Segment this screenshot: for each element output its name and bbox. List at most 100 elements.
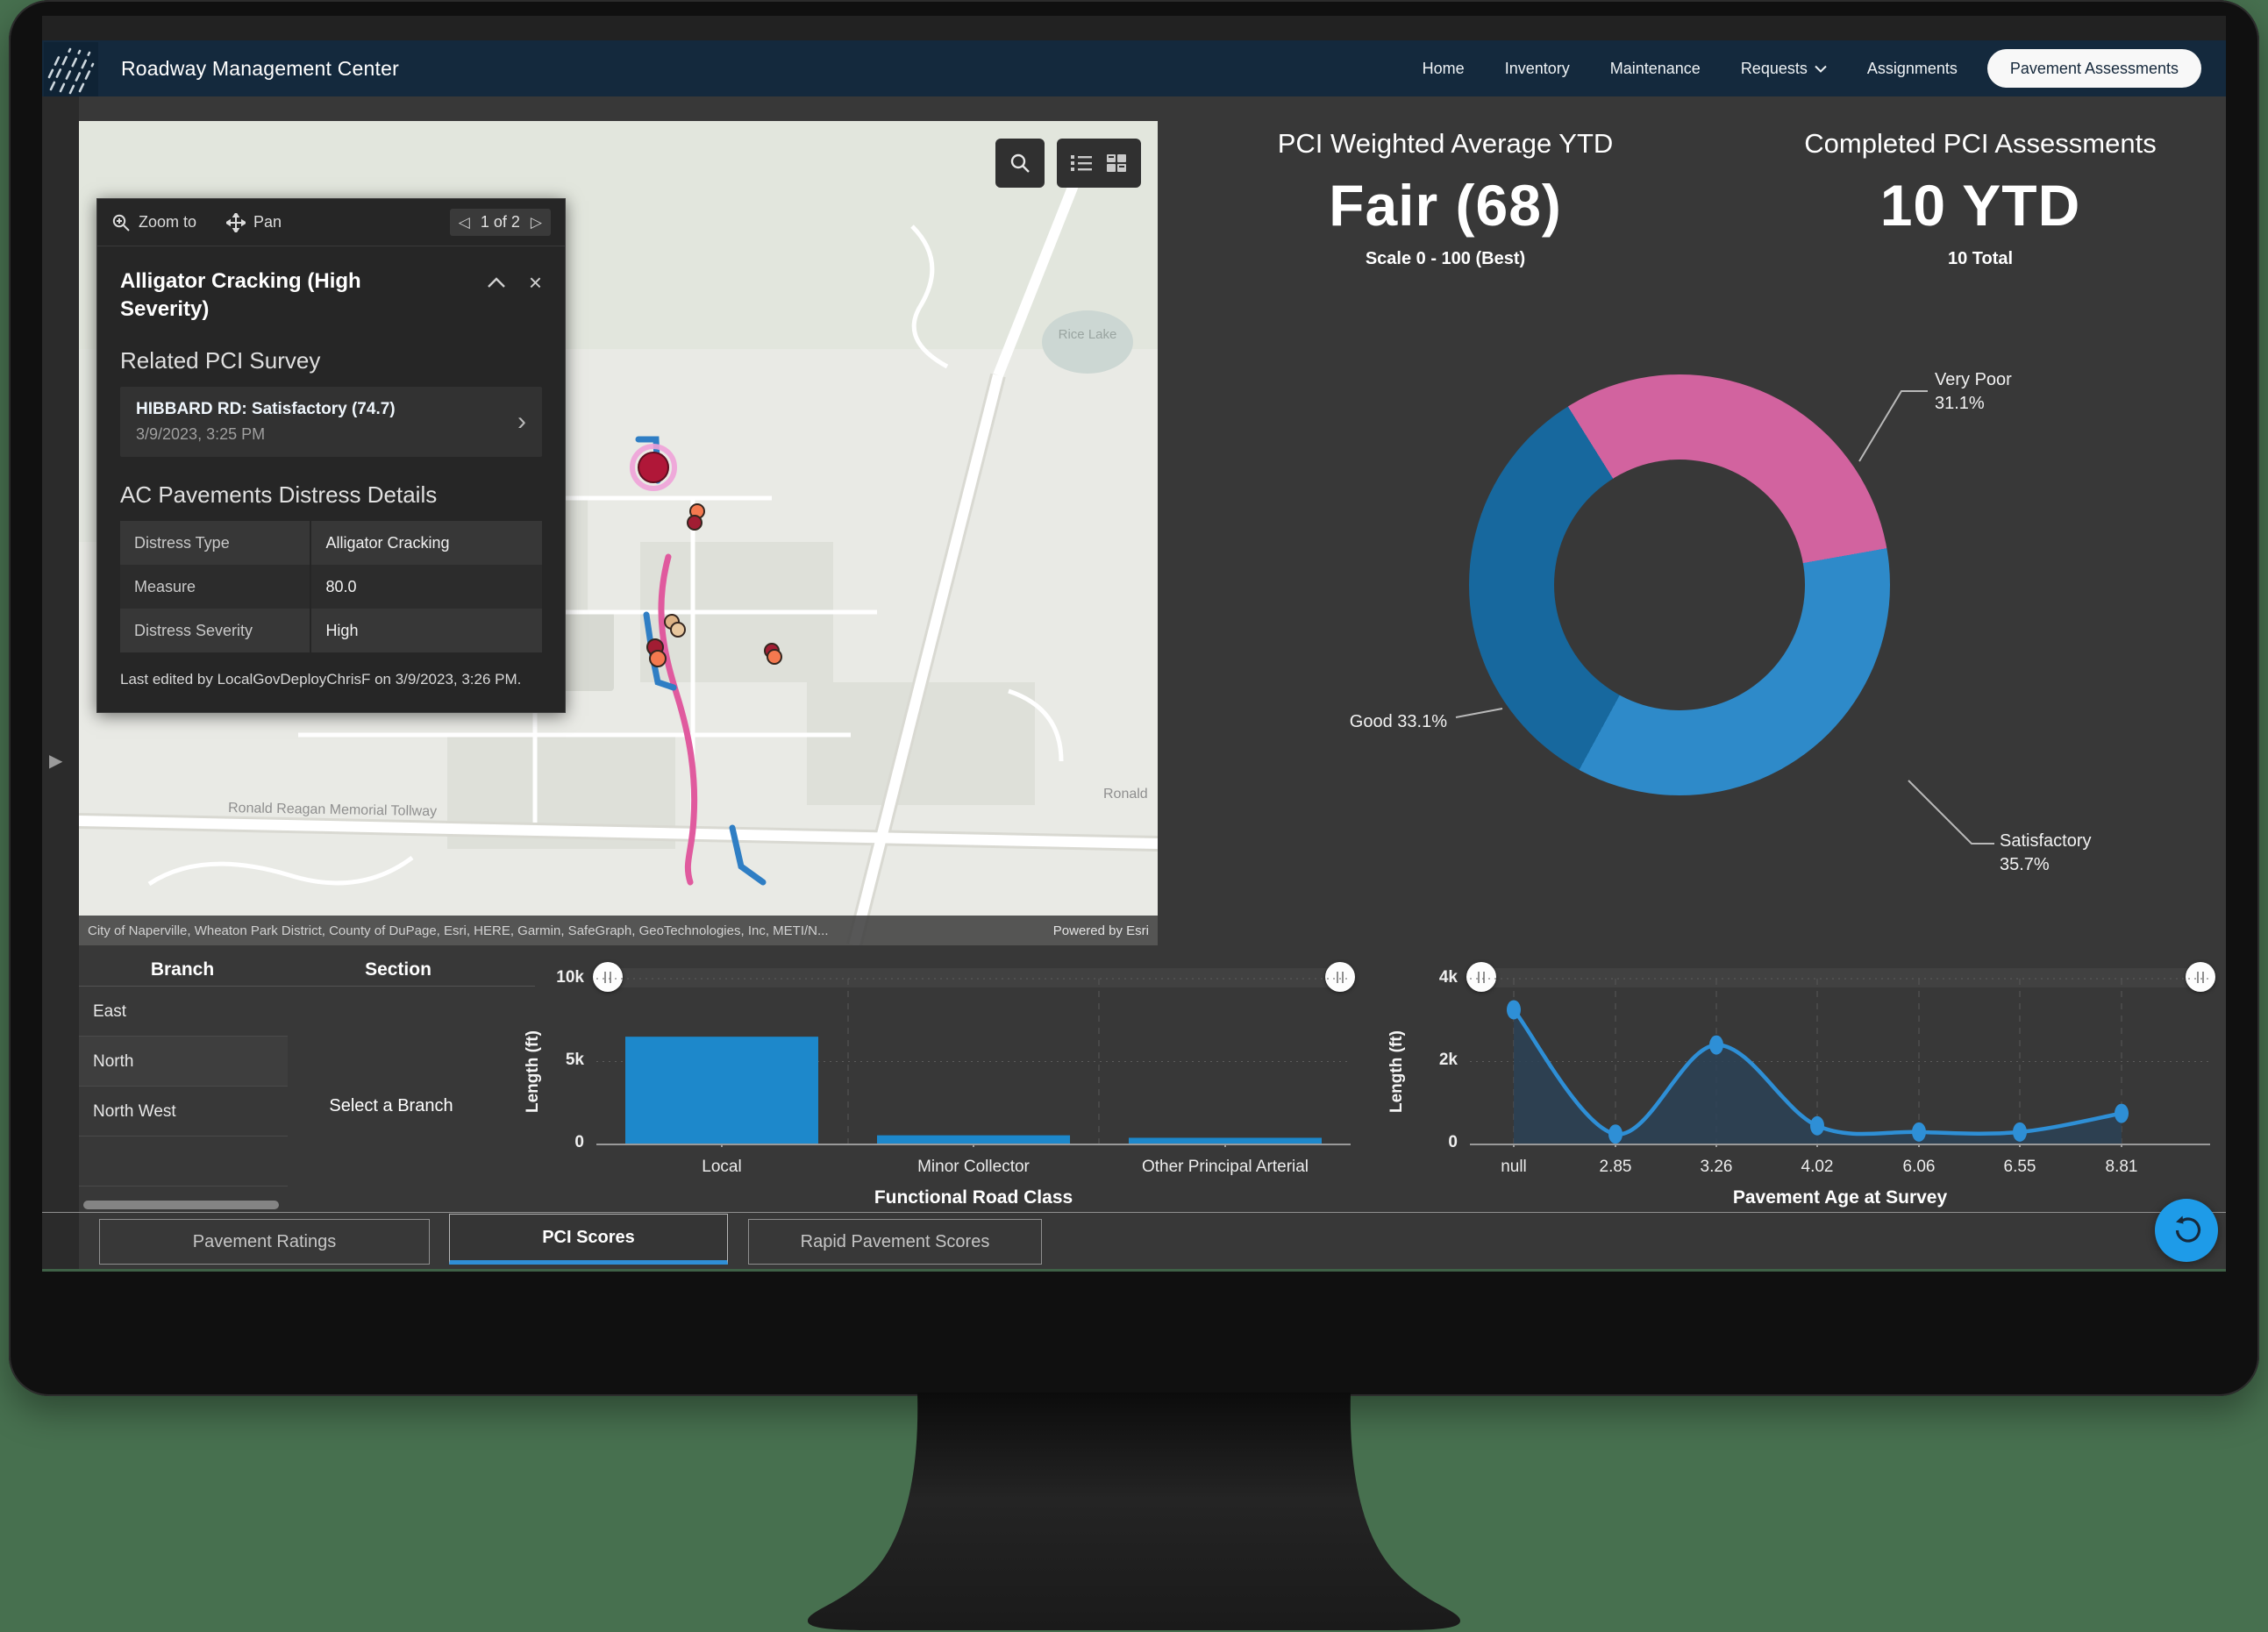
bar-cat-local: Local [702, 1158, 742, 1176]
tab-rapid-pavement-scores[interactable]: Rapid Pavement Scores [748, 1219, 1042, 1265]
distress-point-markers [630, 444, 782, 667]
distress-details-table: Distress Type Alligator Cracking Measure… [120, 521, 542, 653]
list-item-north-west[interactable]: North West [79, 1087, 288, 1137]
map-search-button[interactable] [995, 139, 1045, 188]
table-row: Distress Type Alligator Cracking [120, 521, 542, 566]
top-navigation: Roadway Management Center Home Inventory… [42, 40, 2226, 96]
pager-previous-icon[interactable]: ◁ [458, 213, 470, 231]
line-ytick-2k: 2k [1438, 1051, 1458, 1069]
nav-item-pavement-assessments[interactable]: Pavement Assessments [1986, 49, 2201, 88]
popup-pager: ◁ 1 of 2 ▷ [449, 209, 551, 236]
section-placeholder: Select a Branch [329, 1096, 453, 1115]
zoom-to-button[interactable]: Zoom to [111, 213, 196, 232]
related-survey-date: 3/9/2023, 3:25 PM [136, 425, 266, 444]
expand-panel-icon[interactable]: ▶ [49, 752, 63, 771]
nav-item-inventory[interactable]: Inventory [1504, 59, 1570, 77]
feature-popup: Zoom to Pan ◁ 1 of 2 ▷ [96, 198, 566, 713]
line-cat-606: 6.06 [1902, 1158, 1936, 1176]
screen: Roadway Management Center Home Inventory… [42, 16, 2226, 1272]
nav-item-home[interactable]: Home [1422, 59, 1465, 77]
list-item-east[interactable]: East [79, 987, 288, 1037]
chevron-down-icon [1815, 65, 1827, 73]
bar-slider-handle-left[interactable] [593, 962, 623, 992]
bar-ytick-10k: 10k [556, 968, 584, 987]
related-survey-card[interactable]: HIBBARD RD: Satisfactory (74.7) 3/9/2023… [120, 387, 542, 458]
search-icon [1010, 153, 1030, 173]
footer-divider [42, 1212, 2226, 1213]
last-edited-note: Last edited by LocalGovDeployChrisF on 3… [120, 671, 522, 688]
legend-list-icon [1070, 155, 1092, 171]
left-panel-rail: ▶ [42, 96, 79, 1272]
line-slider-handle-left[interactable] [1466, 962, 1496, 992]
monitor-frame: Roadway Management Center Home Inventory… [9, 0, 2259, 1396]
app-title: Roadway Management Center [121, 56, 399, 80]
bar-axis-title: Functional Road Class [874, 1187, 1073, 1208]
map-widget-group [1057, 139, 1141, 188]
page-bottom-edge [42, 1269, 2226, 1272]
bar-ytick-5k: 5k [565, 1051, 584, 1069]
line-ytick-0: 0 [1448, 1133, 1458, 1151]
browser-top-strip [42, 16, 2226, 40]
pan-button[interactable]: Pan [226, 212, 282, 232]
donut-hole [1554, 460, 1805, 710]
related-survey-link[interactable]: HIBBARD RD: Satisfactory (74.7) [136, 400, 396, 419]
bar-range-slider [596, 968, 1351, 987]
app-logo-icon [44, 41, 98, 96]
completed-assessments-stat: Completed PCI Assessments 10 YTD 10 Tota… [1735, 128, 2226, 269]
refresh-button[interactable] [2155, 1199, 2218, 1262]
table-row: Measure 80.0 [120, 565, 542, 609]
pager-next-icon[interactable]: ▷ [530, 213, 542, 231]
line-ytick-4k: 4k [1438, 968, 1458, 987]
bar-cat-minor-collector: Minor Collector [917, 1158, 1030, 1176]
legend-button[interactable] [1070, 153, 1093, 174]
nav-item-assignments[interactable]: Assignments [1866, 59, 1958, 77]
line-range-slider [1470, 968, 2210, 987]
table-row: Distress Severity High [120, 609, 542, 653]
line-cat-402: 4.02 [1801, 1158, 1834, 1176]
bar-cat-other-principal-arterial: Other Principal Arterial [1141, 1158, 1309, 1176]
pci-average-stat: PCI Weighted Average YTD Fair (68) Scale… [1173, 128, 1717, 269]
pavement-age-chart[interactable] [1470, 963, 2210, 1147]
branch-column-header: Branch [150, 959, 215, 980]
pan-icon [226, 212, 246, 232]
popup-title: Alligator Cracking (High Severity) [120, 269, 361, 321]
donut-label-good: Good 33.1% [1349, 712, 1447, 731]
collapse-popup-icon[interactable] [487, 276, 506, 289]
map-attribution: City of Naperville, Wheaton Park Distric… [79, 916, 1158, 945]
bar-ytick-0: 0 [574, 1133, 584, 1151]
stat-value: 10 YTD [1879, 173, 2081, 238]
map-label-tollway: Ronald Reagan Memorial Tollway [228, 801, 437, 819]
header-divider [79, 986, 535, 987]
chevron-right-icon: › [517, 407, 526, 437]
line-cat-285: 2.85 [1599, 1158, 1632, 1176]
tab-pci-scores[interactable]: PCI Scores [449, 1214, 728, 1265]
zoom-to-icon [112, 214, 130, 232]
donut-label-very-poor: Very Poor 31.1% [1935, 370, 2012, 413]
related-survey-heading: Related PCI Survey [120, 347, 321, 374]
nav-item-requests[interactable]: Requests [1741, 60, 1827, 78]
basemap-gallery-button[interactable] [1105, 153, 1128, 174]
map-label-lake: Rice Lake [1059, 327, 1117, 342]
map-panel[interactable]: Ronald Reagan Memorial Tollway Ronald Ri… [79, 121, 1158, 945]
stat-caption: 10 Total [1947, 249, 2014, 268]
stat-value: Fair (68) [1329, 173, 1562, 238]
nav-item-maintenance[interactable]: Maintenance [1609, 59, 1701, 77]
list-item-north[interactable]: North [79, 1037, 288, 1087]
close-popup-icon[interactable]: × [528, 269, 542, 296]
line-cat-881: 8.81 [2105, 1158, 2138, 1176]
line-slider-handle-right[interactable] [2186, 962, 2215, 992]
section-column-header: Section [365, 959, 431, 980]
tab-pavement-ratings[interactable]: Pavement Ratings [99, 1219, 430, 1265]
line-ylabel: Length (ft) [1387, 1030, 1406, 1113]
pager-count: 1 of 2 [480, 213, 520, 231]
bar-slider-handle-right[interactable] [1325, 962, 1355, 992]
line-axis-title: Pavement Age at Survey [1732, 1187, 1948, 1208]
pci-donut[interactable] [1469, 374, 1890, 795]
horizontal-scrollbar[interactable] [83, 1201, 279, 1209]
distress-details-heading: AC Pavements Distress Details [120, 481, 438, 509]
line-cat-null: null [1501, 1158, 1527, 1176]
map-label-tollway-right: Ronald [1103, 787, 1148, 802]
functional-road-class-chart[interactable] [596, 963, 1351, 1147]
attribution-sources: City of Naperville, Wheaton Park Distric… [88, 923, 829, 938]
